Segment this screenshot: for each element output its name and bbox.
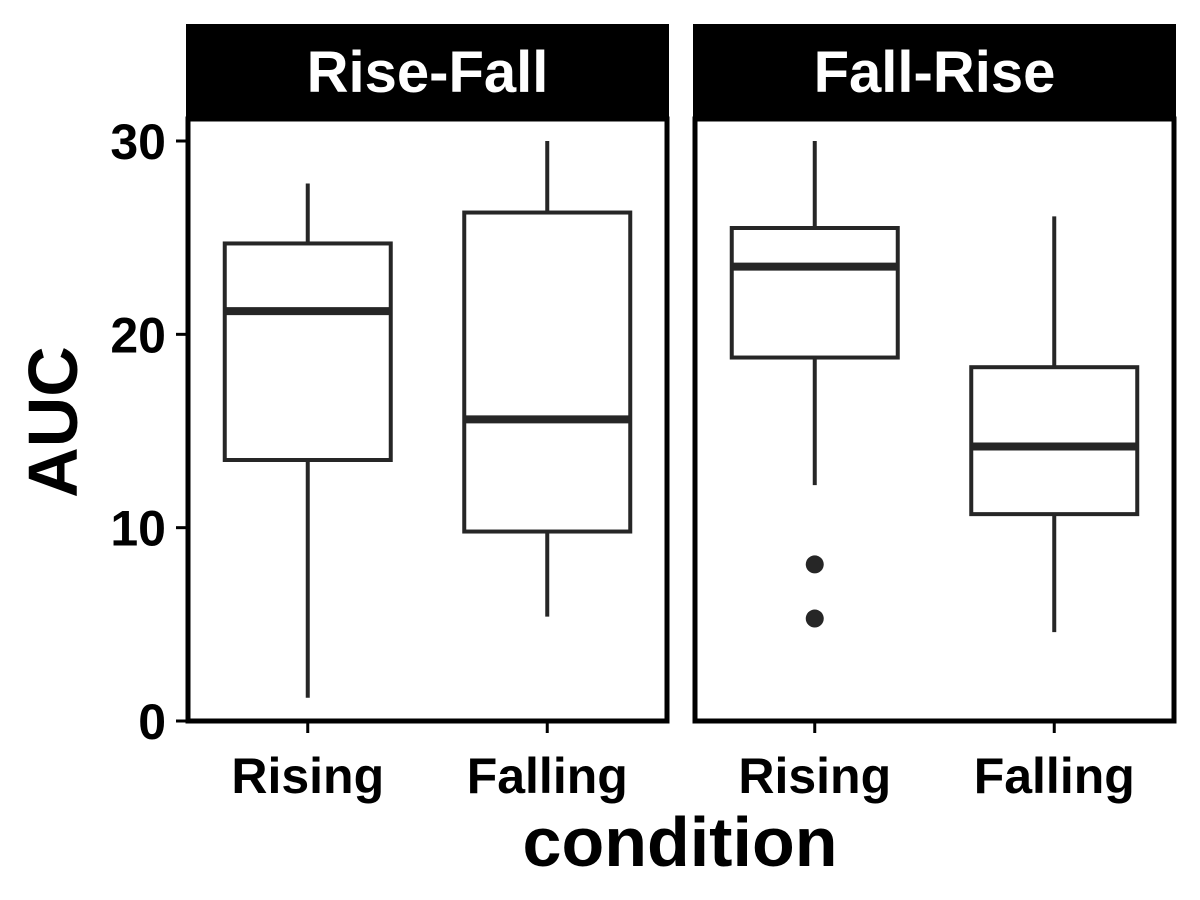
outlier-point [805,609,824,628]
outlier-point [805,555,824,574]
facet-strip-title: Fall-Rise [814,40,1056,105]
facet-strip [693,24,1176,119]
y-tick-label: 0 [138,694,166,750]
box-iqr [969,365,1140,517]
x-tick-label: Rising [231,748,384,804]
x-tick-label: Falling [974,748,1135,804]
box-falling: Falling [462,141,633,804]
x-tick-label: Falling [467,748,628,804]
facet-strip-title: Rise-Fall [307,40,549,105]
facet-panel: Rise-Fall Rising Falling [185,24,670,804]
panel-border [185,116,670,724]
box-iqr [729,226,900,360]
box-rising: Rising [222,183,393,804]
box-rising: Rising [729,141,900,804]
y-axis-title: AUC [14,346,92,498]
facet-strip [186,24,669,119]
box-falling: Falling [969,216,1140,804]
y-axis: 0 10 20 30 [110,114,188,750]
y-tick-label: 10 [110,501,166,557]
facet-panel: Fall-Rise Rising Falling [692,24,1177,804]
y-tick-label: 20 [110,307,166,363]
x-axis-title: condition [523,803,838,881]
box-iqr [462,210,633,534]
panel-border [692,116,1177,724]
box-iqr [222,241,393,462]
x-tick-label: Rising [738,748,891,804]
y-tick-label: 30 [110,114,166,170]
